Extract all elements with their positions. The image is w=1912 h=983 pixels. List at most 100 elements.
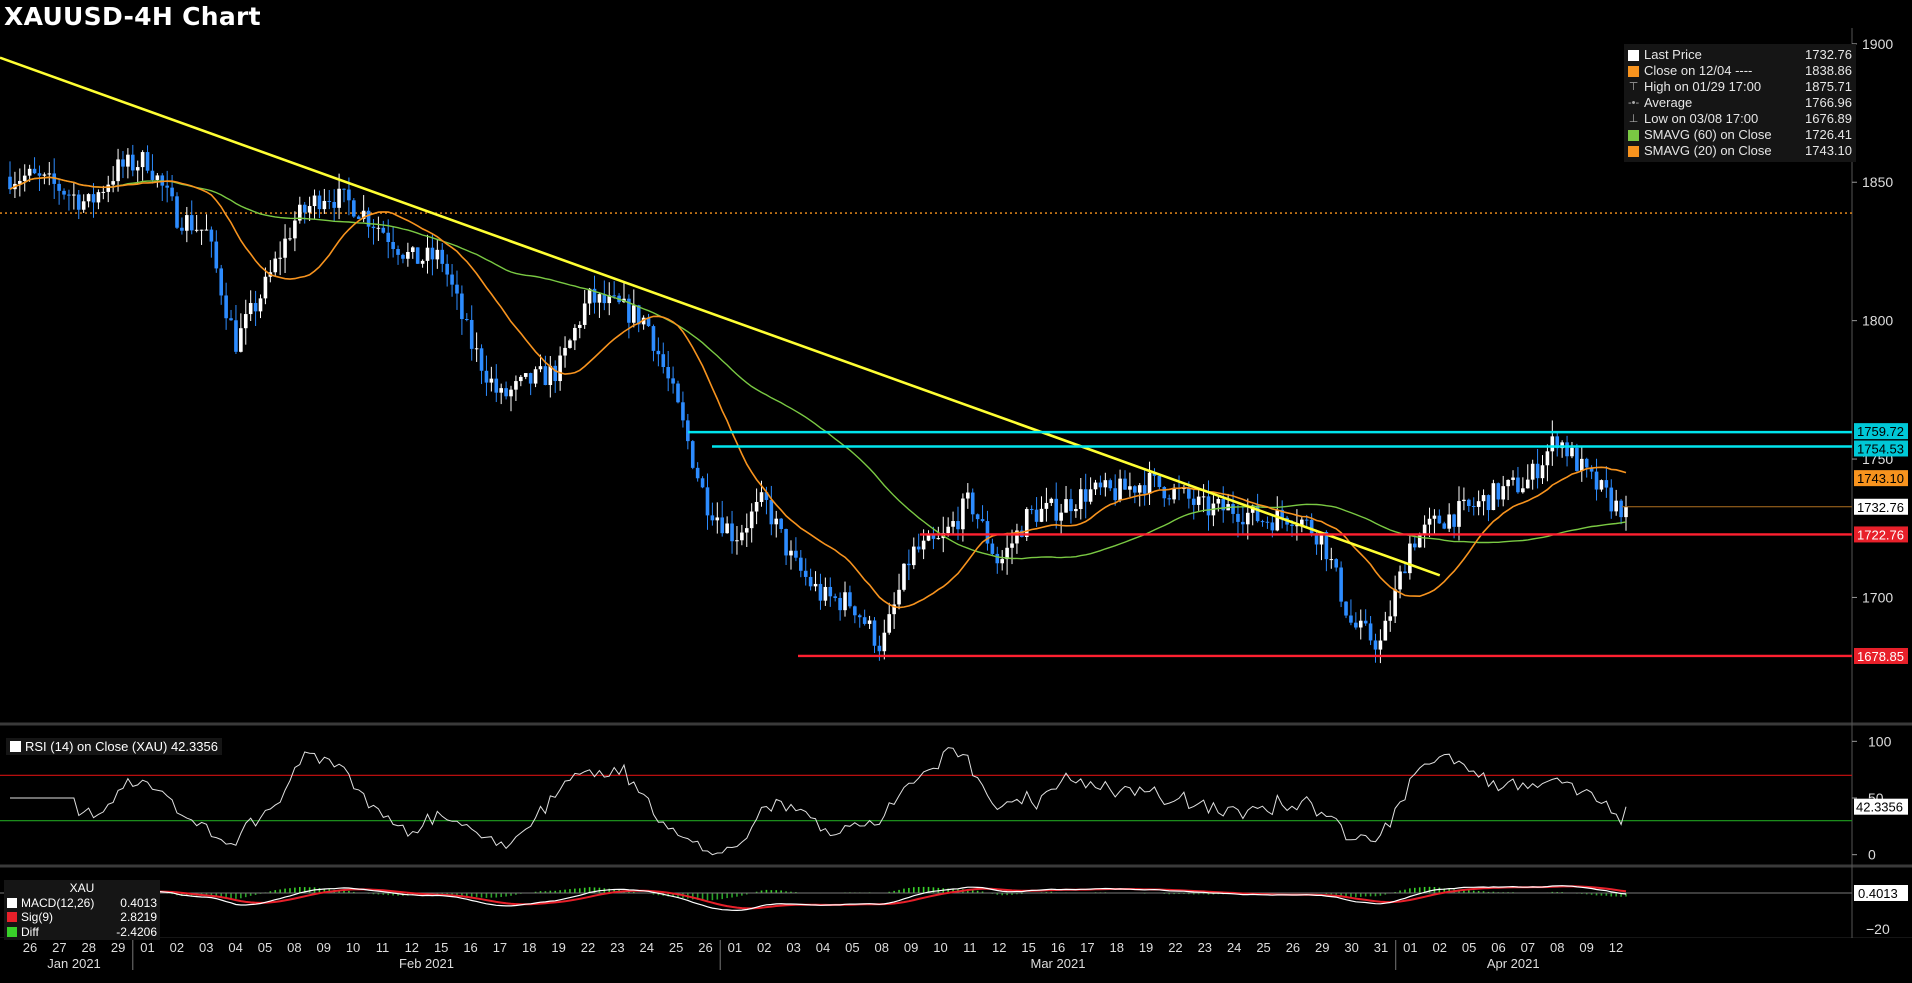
candle-body xyxy=(1579,458,1584,471)
price-label-text: 1678.85 xyxy=(1857,649,1904,664)
candle-body xyxy=(597,294,602,303)
candle-body xyxy=(1167,498,1171,500)
candle-body xyxy=(1584,458,1589,468)
legend-value: 1838.86 xyxy=(1805,63,1852,78)
candle-body xyxy=(18,180,22,184)
candle-body xyxy=(239,328,243,352)
candle-body xyxy=(573,327,577,341)
candle-body xyxy=(921,540,926,550)
legend-label: Average xyxy=(1644,95,1693,110)
candle-body xyxy=(1358,620,1363,628)
candle-body xyxy=(1059,512,1063,521)
price-label-text: 1743.10 xyxy=(1857,471,1904,486)
candle-body xyxy=(194,229,199,231)
legend-value: 1743.10 xyxy=(1805,143,1852,158)
x-tick-label: 08 xyxy=(287,940,301,955)
candle-body xyxy=(1083,489,1088,502)
candle-body xyxy=(401,254,405,259)
candle-body xyxy=(676,383,680,403)
x-tick-label: 26 xyxy=(1286,940,1300,955)
candle-body xyxy=(916,546,921,550)
x-tick-label: 06 xyxy=(1491,940,1505,955)
x-tick-label: 10 xyxy=(346,940,360,955)
candle-body xyxy=(1545,451,1550,466)
macd-legend-value: -2.4206 xyxy=(116,924,157,939)
x-tick-label: 17 xyxy=(493,940,507,955)
candle-body xyxy=(568,340,572,348)
x-tick-label: 31 xyxy=(1374,940,1388,955)
candle-body xyxy=(283,238,287,258)
candle-body xyxy=(1275,509,1280,531)
candle-body xyxy=(1383,620,1388,641)
x-tick-label: 04 xyxy=(816,940,830,955)
candle-body xyxy=(1535,463,1540,479)
month-label: Jan 2021 xyxy=(47,956,101,971)
legend-item: Last Price 1732.76 xyxy=(1628,47,1852,63)
x-tick-label: 09 xyxy=(1579,940,1593,955)
candle-body xyxy=(690,441,695,468)
x-tick-label: 07 xyxy=(1521,940,1535,955)
candle-body xyxy=(204,229,209,231)
candle-body xyxy=(1093,482,1098,490)
candle-body xyxy=(740,532,744,541)
price-label: 1743.10 xyxy=(1854,470,1908,487)
candle-body xyxy=(627,298,631,323)
candle-body xyxy=(902,563,906,590)
candle-body xyxy=(931,535,936,539)
candle-body xyxy=(1300,519,1304,526)
candle-body xyxy=(1039,508,1044,522)
x-tick-label: 18 xyxy=(522,940,536,955)
candle-body xyxy=(700,478,705,488)
candle-body xyxy=(553,365,558,382)
candle-body xyxy=(440,249,445,264)
candle-body xyxy=(1000,559,1004,564)
candle-body xyxy=(1412,543,1417,548)
candle-body xyxy=(754,501,759,512)
candle-body xyxy=(150,170,155,180)
candle-body xyxy=(612,295,616,297)
candle-body xyxy=(1255,505,1260,522)
macd-line xyxy=(9,885,1627,912)
macd-value-text: 0.4013 xyxy=(1858,886,1898,901)
candle-body xyxy=(892,604,896,615)
legend-item: ⊤ High on 01/29 17:00 1875.71 xyxy=(1628,79,1852,95)
candle-body xyxy=(1437,515,1442,524)
candle-body xyxy=(1521,488,1525,493)
low-marker-icon: ⊥ xyxy=(1628,112,1639,125)
candle-body xyxy=(911,546,916,566)
x-tick-label: 24 xyxy=(1227,940,1241,955)
candle-body xyxy=(587,288,592,304)
x-tick-label: 25 xyxy=(669,940,683,955)
candle-body xyxy=(877,645,882,652)
x-tick-label: 15 xyxy=(1021,940,1035,955)
candle-body xyxy=(1309,519,1314,534)
candle-body xyxy=(337,188,341,208)
candle-body xyxy=(361,210,366,219)
candle-body xyxy=(1152,472,1157,476)
high-marker-icon: ⊤ xyxy=(1628,80,1639,93)
candle-body xyxy=(563,347,567,356)
square-icon xyxy=(1628,145,1639,157)
candle-body xyxy=(710,515,715,521)
candle-body xyxy=(867,620,872,624)
candle-body xyxy=(833,596,837,598)
candle-body xyxy=(1471,506,1476,508)
candle-body xyxy=(347,189,351,201)
candle-body xyxy=(1476,501,1481,507)
candle-body xyxy=(126,154,130,167)
candle-body xyxy=(469,319,474,349)
candle-body xyxy=(1329,559,1334,561)
candle-body xyxy=(946,526,950,534)
candle-body xyxy=(376,227,381,229)
candle-body xyxy=(705,487,710,516)
candle-body xyxy=(450,274,454,285)
candle-body xyxy=(175,196,179,228)
candle-body xyxy=(970,492,975,515)
macd-legend-value: 0.4013 xyxy=(120,895,157,910)
legend-label: Low on 03/08 17:00 xyxy=(1644,111,1759,126)
candle-body xyxy=(91,194,96,203)
price-label-text: 1722.76 xyxy=(1857,527,1904,542)
candle-body xyxy=(1324,532,1329,560)
candle-body xyxy=(1486,495,1491,511)
